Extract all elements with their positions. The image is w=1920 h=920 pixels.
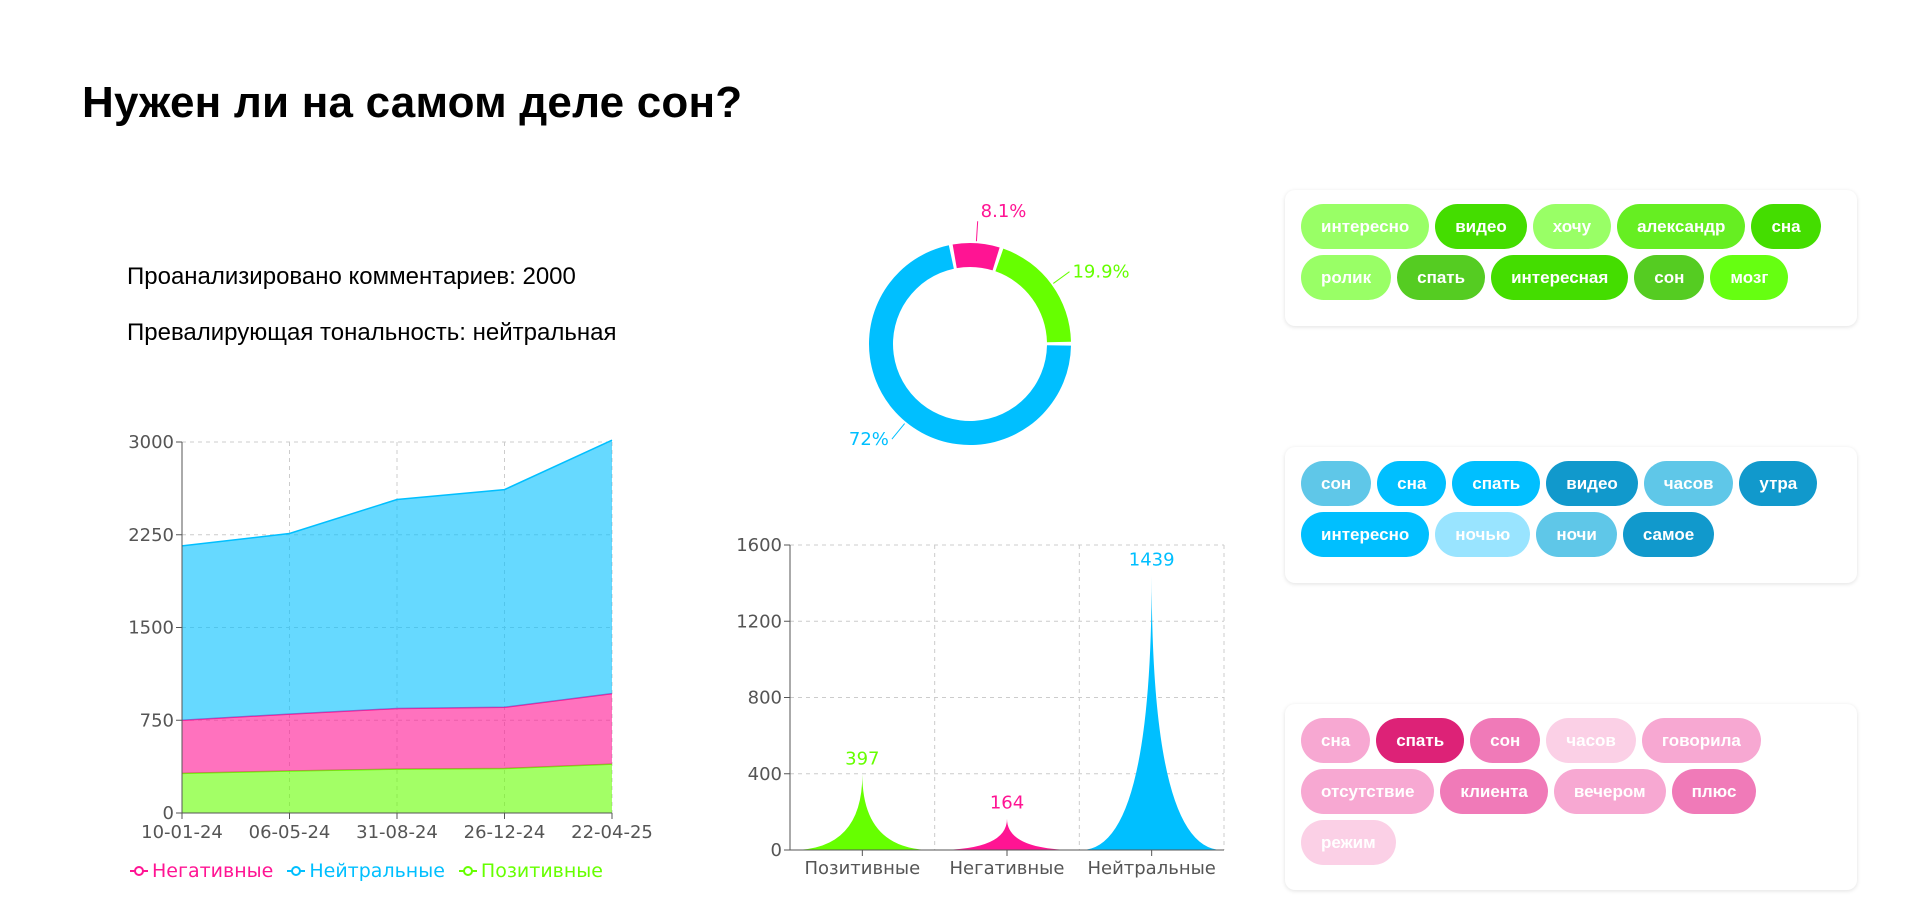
neutral-word-cloud: сон сна спать видео часов утра интересно ночью н… xyxy=(1285,447,1857,583)
donut-slice-positive xyxy=(995,248,1071,343)
y-tick-label: 2250 xyxy=(128,525,174,546)
word-tag[interactable]: спать xyxy=(1397,255,1486,300)
x-tick-label: 10-01-24 xyxy=(141,822,223,843)
x-tick-label: Позитивные xyxy=(804,858,920,879)
bar-value-label: 164 xyxy=(990,793,1024,814)
x-tick-label: 31-08-24 xyxy=(356,822,438,843)
word-tag[interactable]: сон xyxy=(1301,461,1372,506)
prevailing-tonality: Превалирующая тональность: нейтральная xyxy=(127,319,617,346)
word-tag[interactable]: часов xyxy=(1643,461,1734,506)
bar-chart: 397 164 1439 0 400 800 1200 1600 Позитивные Негат… xyxy=(736,535,1225,879)
area-chart-legend: Негативные Нейтральные Позитивные xyxy=(130,860,603,882)
word-tag[interactable]: интересно xyxy=(1301,512,1430,557)
word-tag[interactable]: отсутствие xyxy=(1301,769,1435,814)
page-title: Нужен ли на самом деле сон? xyxy=(82,78,743,127)
word-tag[interactable]: сна xyxy=(1377,461,1447,506)
word-tag[interactable]: утра xyxy=(1739,461,1818,506)
area-line-Негативные xyxy=(181,692,613,721)
x-tick-label: 06-05-24 xyxy=(249,822,331,843)
word-tag[interactable]: часов xyxy=(1546,718,1636,763)
donut-label: 72% xyxy=(849,429,889,450)
x-tick-label: Нейтральные xyxy=(1087,858,1215,879)
word-tag[interactable]: видео xyxy=(1435,204,1527,249)
bar-value-label: 397 xyxy=(845,748,879,769)
area-series-Позитивные xyxy=(182,764,612,813)
area-series-Нейтральные xyxy=(182,440,612,721)
word-tag[interactable]: мозг xyxy=(1710,255,1789,300)
word-tag[interactable]: режим xyxy=(1301,820,1396,865)
donut-slice-negative xyxy=(952,243,1000,271)
y-tick-label: 3000 xyxy=(128,432,174,453)
word-tag[interactable]: клиента xyxy=(1440,769,1548,814)
legend-marker-icon xyxy=(287,866,306,876)
legend-marker-icon xyxy=(130,866,148,876)
word-tag[interactable]: александр xyxy=(1617,204,1746,249)
word-tag[interactable]: вечером xyxy=(1553,769,1666,814)
y-tick-label: 0 xyxy=(771,840,782,861)
x-tick-label: 26-12-24 xyxy=(464,822,546,843)
y-tick-label: 1500 xyxy=(128,618,174,639)
word-tag[interactable]: сон xyxy=(1634,255,1705,300)
area-line-Нейтральные xyxy=(181,439,613,547)
legend-label: Нейтральные xyxy=(309,860,445,882)
x-tick-label: Негативные xyxy=(950,858,1065,879)
y-tick-label: 1200 xyxy=(736,611,782,632)
y-tick-label: 800 xyxy=(748,688,782,709)
word-tag[interactable]: сна xyxy=(1301,718,1371,763)
word-tag[interactable]: интересно xyxy=(1301,204,1430,249)
y-tick-label: 750 xyxy=(140,710,174,731)
legend-item[interactable]: Позитивные xyxy=(458,860,603,882)
y-tick-label: 1600 xyxy=(736,535,782,556)
bar-Негативные xyxy=(936,818,1078,850)
bar-Позитивные xyxy=(792,774,933,850)
donut-chart: 8.1% 19.9% 72% xyxy=(849,201,1130,450)
word-tag[interactable]: спать xyxy=(1376,718,1465,763)
donut-label: 19.9% xyxy=(1072,262,1129,283)
word-tag[interactable]: ролик xyxy=(1301,255,1392,300)
bar-value-label: 1439 xyxy=(1129,550,1175,571)
area-series-Негативные xyxy=(182,693,612,774)
word-tag[interactable]: интересная xyxy=(1491,255,1629,300)
legend-label: Негативные xyxy=(152,860,274,882)
legend-label: Позитивные xyxy=(480,860,603,882)
word-tag[interactable]: ночи xyxy=(1536,512,1617,557)
word-tag[interactable]: говорила xyxy=(1641,718,1761,763)
y-tick-label: 0 xyxy=(163,803,174,824)
word-tag[interactable]: сон xyxy=(1470,718,1541,763)
positive-word-cloud: интересно видео хочу александр сна ролик спать… xyxy=(1285,190,1857,326)
negative-word-cloud: сна спать сон часов говорила отсутствие клиент… xyxy=(1285,704,1857,890)
word-tag[interactable]: хочу xyxy=(1532,204,1612,249)
analyzed-count: Проанализировано комментариев: 2000 xyxy=(127,263,576,290)
area-chart: 0 750 1500 2250 3000 10-01-24 06-05-24 31-08-24… xyxy=(128,432,653,843)
word-tag[interactable]: сна xyxy=(1751,204,1821,249)
legend-item[interactable]: Негативные xyxy=(130,860,273,882)
bar-Нейтральные xyxy=(1081,575,1222,850)
legend-marker-icon xyxy=(458,866,477,876)
legend-item[interactable]: Нейтральные xyxy=(287,860,445,882)
donut-leader xyxy=(1053,271,1070,284)
x-tick-label: 22-04-25 xyxy=(571,822,653,843)
donut-leader xyxy=(975,221,979,242)
word-tag[interactable]: плюс xyxy=(1671,769,1757,814)
word-tag[interactable]: видео xyxy=(1546,461,1638,506)
word-tag[interactable]: спать xyxy=(1452,461,1541,506)
donut-label: 8.1% xyxy=(981,201,1027,222)
word-tag[interactable]: самое xyxy=(1622,512,1715,557)
donut-leader xyxy=(891,423,906,440)
word-tag[interactable]: ночью xyxy=(1435,512,1531,557)
y-tick-label: 400 xyxy=(748,764,782,785)
